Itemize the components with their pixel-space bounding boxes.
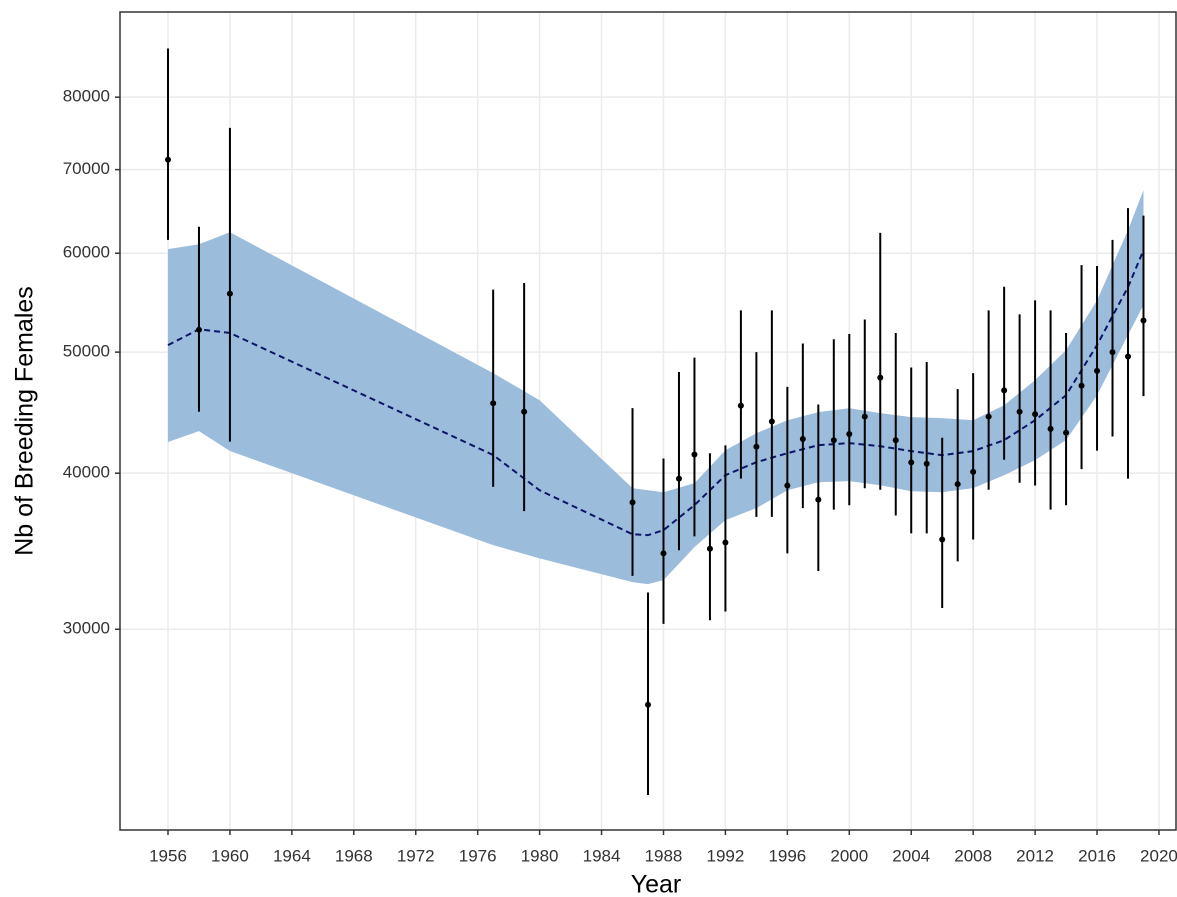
- y-tick-label: 40000: [63, 463, 110, 482]
- panel-border: [119, 11, 1177, 831]
- data-point: [675, 475, 682, 482]
- x-tick-label: 1984: [583, 846, 621, 865]
- y-tick-label: 30000: [63, 619, 110, 638]
- data-point: [1078, 382, 1085, 389]
- data-point: [737, 402, 744, 409]
- data-point: [753, 443, 760, 450]
- x-tick-label: 2004: [892, 846, 930, 865]
- data-point: [877, 374, 884, 381]
- data-point: [939, 536, 946, 543]
- y-tick-label: 60000: [63, 243, 110, 262]
- x-tick-label: 2012: [1016, 846, 1054, 865]
- confidence-band: [168, 190, 1144, 585]
- data-point: [645, 701, 651, 708]
- data-point: [970, 468, 977, 475]
- data-point: [706, 545, 713, 552]
- data-point: [799, 436, 806, 443]
- data-point: [1109, 349, 1116, 356]
- data-point: [861, 413, 868, 420]
- x-tick-label: 1960: [211, 846, 249, 865]
- y-tick-label: 70000: [63, 159, 110, 178]
- data-point: [908, 459, 915, 466]
- data-point: [691, 451, 698, 458]
- data-point: [722, 539, 729, 546]
- data-point: [815, 496, 822, 503]
- x-tick-label: 1988: [645, 846, 683, 865]
- x-tick-label: 2020: [1140, 846, 1177, 865]
- y-tick-label: 50000: [63, 342, 110, 361]
- data-point: [784, 482, 791, 489]
- data-point: [660, 550, 667, 557]
- data-point: [1016, 408, 1023, 415]
- data-point: [830, 437, 837, 444]
- data-point: [1094, 367, 1101, 374]
- x-tick-label: 2000: [830, 846, 868, 865]
- data-point: [195, 326, 202, 333]
- data-point: [923, 460, 930, 467]
- data-point: [165, 156, 171, 163]
- data-point: [892, 437, 899, 444]
- data-point: [985, 413, 992, 420]
- data-point: [521, 408, 528, 415]
- y-tick-label: 80000: [63, 87, 110, 106]
- data-point: [226, 290, 233, 297]
- x-tick-label: 1976: [459, 846, 497, 865]
- data-point: [1140, 317, 1147, 324]
- data-point: [954, 481, 961, 488]
- data-point: [1125, 353, 1131, 360]
- data-point: [768, 418, 775, 425]
- data-point: [629, 499, 636, 506]
- x-tick-label: 2016: [1078, 846, 1116, 865]
- y-axis-title: Nb of Breeding Females: [11, 286, 39, 556]
- data-point: [1001, 387, 1008, 394]
- x-tick-label: 1972: [397, 846, 435, 865]
- x-tick-label: 1956: [149, 846, 187, 865]
- x-tick-label: 1968: [335, 846, 373, 865]
- x-tick-label: 1980: [521, 846, 559, 865]
- data-point: [1063, 429, 1070, 436]
- data-point: [1047, 425, 1054, 432]
- x-axis-title: Year: [631, 871, 682, 897]
- x-tick-label: 1996: [768, 846, 806, 865]
- x-tick-label: 1964: [273, 846, 311, 865]
- data-point: [846, 430, 853, 437]
- x-tick-label: 2008: [954, 846, 992, 865]
- x-tick-label: 1992: [707, 846, 745, 865]
- data-point: [490, 400, 497, 407]
- data-point: [1032, 411, 1039, 418]
